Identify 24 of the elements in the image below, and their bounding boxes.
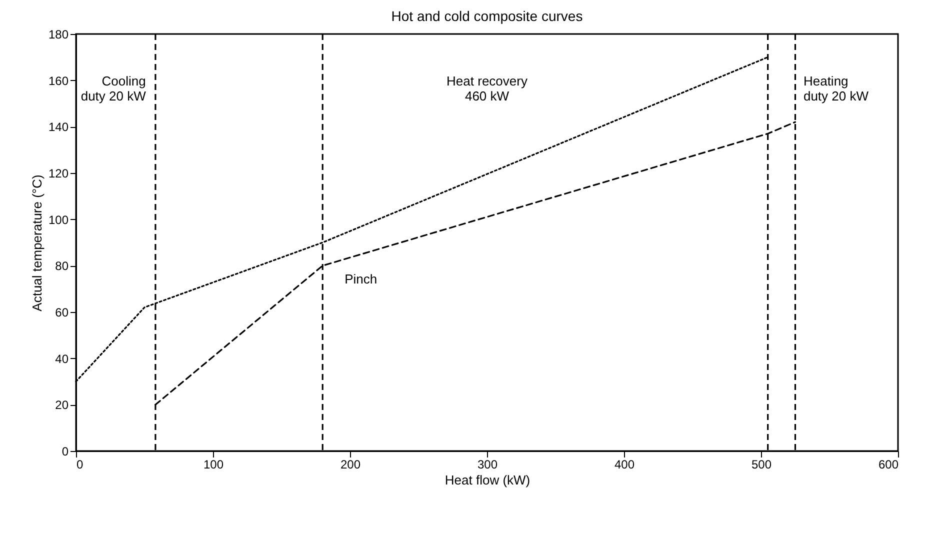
- chart-title: Hot and cold composite curves: [391, 8, 583, 24]
- y-tick-label: 40: [55, 352, 69, 366]
- annotation: Heat recovery 460 kW: [446, 74, 528, 104]
- annotation: Cooling duty 20 kW: [80, 74, 147, 104]
- y-tick-label: 160: [48, 74, 69, 88]
- x-tick-label: 400: [614, 458, 635, 472]
- x-tick-label: 0: [76, 458, 84, 472]
- x-tick-label: 500: [751, 458, 772, 472]
- y-tick-label: 80: [55, 259, 69, 274]
- y-tick-label: 0: [62, 444, 69, 458]
- y-tick-label: 120: [48, 166, 69, 180]
- x-tick-label: 100: [203, 458, 224, 472]
- x-tick-label: 300: [477, 458, 498, 472]
- y-tick-label: 60: [55, 306, 69, 320]
- annotation: Pinch: [344, 272, 378, 287]
- y-tick-label: 20: [55, 398, 69, 412]
- y-tick-label: 140: [48, 120, 69, 134]
- x-axis-title: Heat flow (kW): [444, 472, 530, 488]
- annotation: Heating duty 20 kW: [803, 74, 870, 104]
- x-tick-label: 200: [340, 458, 361, 472]
- x-tick-label: 600: [878, 458, 899, 472]
- y-tick-label: 100: [48, 212, 69, 227]
- y-axis-title: Actual temperature (°C): [29, 174, 44, 312]
- y-tick-label: 180: [48, 28, 69, 42]
